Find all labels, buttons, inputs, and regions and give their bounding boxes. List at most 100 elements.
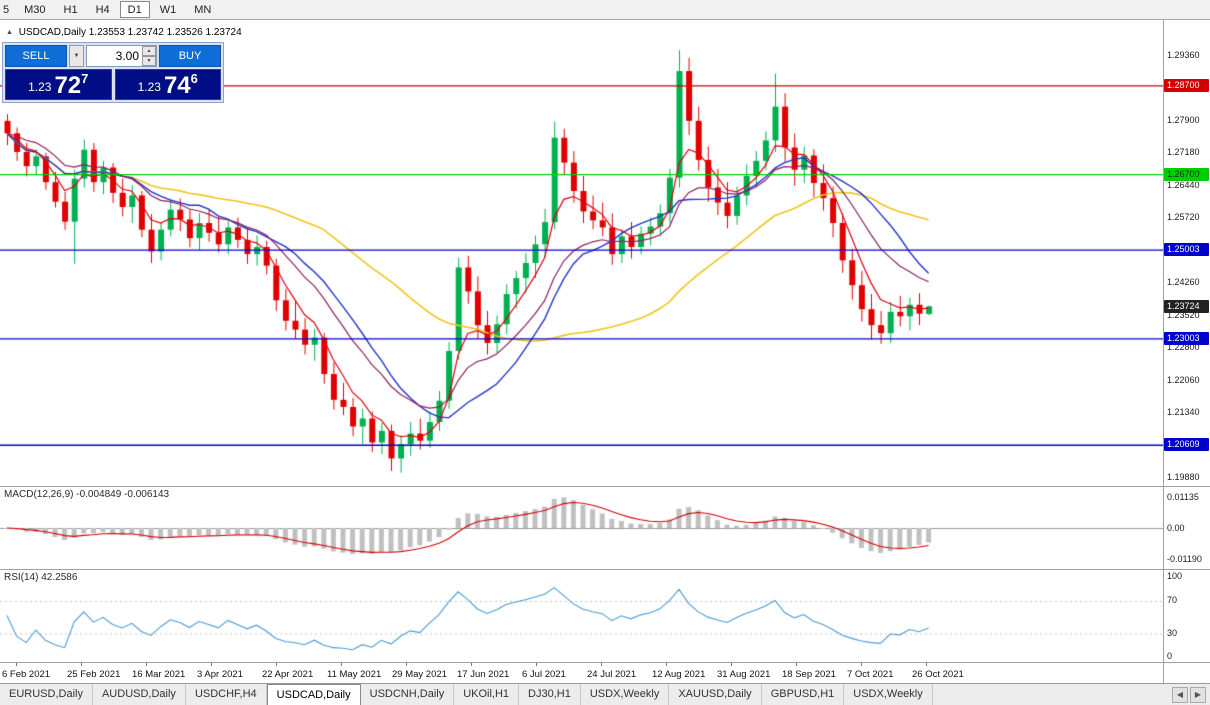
rsi-axis-label: 100 [1167,571,1183,581]
date-tick-mark [861,663,862,666]
date-label: 12 Aug 2021 [652,669,706,680]
tabs-scroll-left-button[interactable]: ◀ [1172,686,1188,703]
timeframe-button-5[interactable]: 5 [1,1,14,18]
sell-price-display[interactable]: 1.23 72 7 [5,69,112,100]
volume-input-wrap: ▲ ▼ [86,45,157,67]
rsi-axis[interactable]: 100 70 30 0 [1163,569,1210,662]
rsi-axis-label: 0 [1167,651,1173,661]
price-tick-label: 1.23520 [1167,309,1200,320]
chart-symbol-label: USDCAD,Daily [18,27,86,38]
timeframe-button-w1[interactable]: W1 [152,1,185,18]
price-tick-label: 1.27900 [1167,115,1200,126]
chart-tab-usdx-weekly[interactable]: USDX,Weekly [581,684,670,705]
tab-scroll-controls: ◀ ▶ [1172,684,1210,705]
date-tick-mark [536,663,537,666]
date-label: 26 Oct 2021 [912,669,964,680]
chart-tab-dj30-h1[interactable]: DJ30,H1 [519,684,581,705]
buy-price-prefix: 1.23 [137,80,161,94]
timeframe-button-d1[interactable]: D1 [119,1,150,18]
date-axis-corner [1163,662,1210,683]
price-axis[interactable]: 1.29360 1.27900 1.27180 1.26440 1.25720 1.242… [1163,20,1210,486]
chart-tab-ukoil-h1[interactable]: UKOil,H1 [454,684,520,705]
price-tick-label: 1.24260 [1167,277,1200,288]
date-label: 17 Jun 2021 [457,669,510,680]
chart-area: ▲ USDCAD,Daily 1.23553 1.23742 1.23526 1… [0,20,1210,683]
tabs-scroll-right-button[interactable]: ▶ [1190,686,1206,703]
buy-price-display[interactable]: 1.23 74 6 [114,69,221,100]
chart-tabbar: EURUSD,Daily AUDUSD,Daily USDCHF,H4 USDCAD,… [0,683,1210,705]
date-label: 31 Aug 2021 [717,669,771,680]
date-tick-mark [16,663,17,666]
price-level-badge: 1.26700 [1164,167,1209,181]
chart-tabs: EURUSD,Daily AUDUSD,Daily USDCHF,H4 USDCAD,… [0,684,933,705]
date-label: 25 Feb 2021 [67,669,121,680]
timeframe-button-h4[interactable]: H4 [88,1,118,18]
chart-ohlc-values: 1.23553 1.23742 1.23526 1.23724 [88,27,242,38]
date-tick-mark [276,663,277,666]
macd-axis-label: 0.00 [1167,522,1185,533]
sell-button[interactable]: SELL [5,45,67,67]
macd-panel: MACD(12,26,9) -0.004849 -0.006143 [0,486,1163,569]
timeframe-button-h1[interactable]: H1 [56,1,86,18]
price-level-badge: 1.20609 [1164,438,1209,452]
price-level-badge: 1.23003 [1164,331,1209,345]
date-label: 7 Oct 2021 [847,669,894,680]
rsi-axis-label: 30 [1167,628,1178,638]
volume-input[interactable] [87,46,156,66]
macd-label: MACD(12,26,9) -0.004849 -0.006143 [4,489,170,500]
date-tick-mark [926,663,927,666]
current-price-badge: 1.23724 [1164,299,1209,313]
volume-dropdown-button[interactable]: ▼ [69,45,84,67]
chart-tab-usdcnh-daily[interactable]: USDCNH,Daily [361,684,455,705]
chart-tab-xauusd-daily[interactable]: XAUUSD,Daily [669,684,762,705]
volume-increase-button[interactable]: ▲ [142,46,156,56]
buy-price-sup: 6 [190,71,198,86]
volume-spinner: ▲ ▼ [142,46,156,66]
timeframe-button-mn[interactable]: MN [186,1,219,18]
date-label: 24 Jul 2021 [587,669,637,680]
price-tick-label: 1.26440 [1167,180,1200,191]
rsi-canvas[interactable] [0,570,1163,662]
price-tick-label: 1.22800 [1167,341,1200,352]
chart-tab-audusd-daily[interactable]: AUDUSD,Daily [93,684,186,705]
chart-tab-usdcad-daily[interactable]: USDCAD,Daily [266,684,361,705]
price-level-badge: 1.25003 [1164,243,1209,257]
price-tick-label: 1.29360 [1167,50,1200,61]
date-axis[interactable]: 6 Feb 2021 25 Feb 2021 16 Mar 2021 3 Apr 20… [0,662,1163,683]
date-tick-mark [146,663,147,666]
date-tick-mark [731,663,732,666]
date-tick-mark [796,663,797,666]
price-panel: ▲ USDCAD,Daily 1.23553 1.23742 1.23526 1… [0,20,1163,486]
date-label: 22 Apr 2021 [262,669,314,680]
rsi-axis-label: 70 [1167,595,1178,606]
price-tick-label: 1.27180 [1167,147,1200,158]
date-label: 29 May 2021 [392,669,447,680]
timeframe-button-m30[interactable]: M30 [16,1,53,18]
chart-tab-usdx-weekly[interactable]: USDX,Weekly [844,684,933,705]
macd-axis[interactable]: 0.01135 0.00 -0.01190 [1163,486,1210,569]
chart-tab-gbpusd-h1[interactable]: GBPUSD,H1 [762,684,845,705]
macd-canvas[interactable] [0,487,1163,569]
buy-price-big: 74 [163,72,191,99]
sell-price-big: 72 [54,72,82,99]
collapse-triangle-icon[interactable]: ▲ [6,29,13,36]
chart-tab-usdchf-h4[interactable]: USDCHF,H4 [186,684,267,705]
date-tick-mark [601,663,602,666]
chart-title: ▲ USDCAD,Daily 1.23553 1.23742 1.23526 1… [6,27,242,38]
buy-button[interactable]: BUY [159,45,221,67]
date-label: 11 May 2021 [327,669,382,680]
date-label: 16 Mar 2021 [132,669,186,680]
rsi-label: RSI(14) 42.2586 [4,572,78,583]
price-tick-label: 1.21340 [1167,406,1200,417]
date-tick-mark [406,663,407,666]
chart-tab-eurusd-daily[interactable]: EURUSD,Daily [0,684,93,705]
price-tick-label: 1.22060 [1167,374,1200,385]
date-label: 18 Sep 2021 [782,669,836,680]
volume-decrease-button[interactable]: ▼ [142,56,156,66]
macd-axis-label: -0.01190 [1167,553,1202,564]
date-label: 6 Jul 2021 [522,669,566,680]
date-tick-mark [471,663,472,666]
sell-price-sup: 7 [81,71,89,86]
